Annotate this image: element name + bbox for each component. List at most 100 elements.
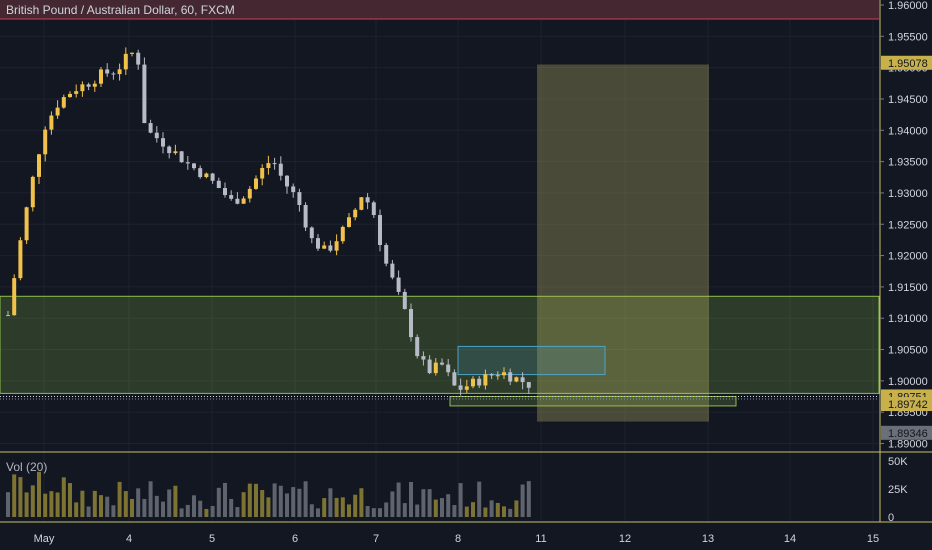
volume-bar (12, 474, 17, 517)
candle-body (43, 129, 48, 155)
volume-bar (123, 491, 128, 517)
candle-body (12, 278, 17, 316)
time-tick-label: 6 (292, 533, 298, 545)
volume-bar (6, 492, 10, 517)
candle-body (167, 146, 172, 154)
candle-body (37, 154, 41, 177)
volume-bar (105, 496, 110, 517)
candle-body (130, 52, 134, 54)
volume-tick-label: 50K (888, 456, 908, 468)
volume-bars (6, 471, 531, 517)
candle-body (378, 215, 382, 246)
price-badge-label: 1.95078 (888, 58, 928, 70)
volume-bar (334, 497, 339, 517)
target-zone (537, 64, 709, 422)
candle-body (452, 372, 457, 386)
volume-bar (415, 504, 420, 517)
price-tick-label: 1.96000 (888, 0, 928, 12)
time-tick-label: 12 (619, 533, 631, 545)
candle-body (210, 173, 215, 181)
candle-body (309, 227, 314, 239)
candle-body (223, 188, 227, 196)
candle-body (24, 207, 29, 241)
price-badge (881, 425, 932, 440)
volume-bar (309, 504, 314, 517)
volume-bar (440, 498, 444, 517)
candle-body (359, 197, 364, 210)
candles (6, 47, 531, 396)
volume-bar (254, 483, 258, 517)
chart-title: British Pound / Australian Dollar, 60, F… (6, 3, 235, 17)
volume-bar (446, 494, 451, 517)
volume-bar (297, 488, 302, 517)
candle-body (440, 362, 444, 365)
candle-body (30, 176, 35, 208)
candle-body (80, 84, 85, 92)
volume-bar (198, 500, 203, 517)
candle-body (123, 53, 128, 70)
candle-body (316, 238, 320, 249)
candle-body (446, 364, 451, 373)
candle-body (254, 178, 258, 189)
volume-bar (402, 503, 407, 517)
volume-bar (266, 497, 271, 517)
volume-bar (365, 506, 370, 517)
volume-bar (216, 487, 221, 517)
price-badge (881, 55, 932, 70)
volume-bar (99, 495, 103, 517)
volume-bar (136, 488, 141, 517)
volume-bar (111, 505, 116, 517)
candle-body (117, 69, 122, 75)
volume-bar (192, 495, 196, 517)
candle-body (489, 374, 494, 376)
candle-body (328, 245, 333, 251)
volume-bar (502, 506, 506, 517)
volume-bar (353, 494, 358, 517)
candle-body (74, 91, 79, 94)
candle-body (402, 291, 407, 309)
volume-bar (285, 493, 289, 517)
candle-body (458, 385, 463, 390)
volume-bar (433, 499, 438, 517)
price-tick-label: 1.92500 (888, 219, 928, 231)
candle-body (365, 197, 370, 203)
candle-body (136, 52, 141, 65)
candle-body (192, 163, 196, 169)
price-badge-label: 1.89346 (888, 428, 928, 440)
volume-bar (359, 488, 364, 517)
volume-bar (489, 500, 494, 517)
candle-body (266, 163, 271, 168)
volume-bar (278, 485, 283, 517)
candle-body (55, 107, 60, 116)
time-tick-label: May (34, 533, 55, 545)
volume-bar (92, 490, 97, 517)
candle-body (471, 378, 475, 387)
volume-bar (477, 481, 482, 517)
candle-body (161, 138, 165, 147)
volume-bar (154, 495, 159, 517)
candle-body (347, 217, 351, 227)
volume-bar (347, 504, 351, 517)
price-badge-label: 1.89742 (888, 399, 928, 411)
price-tick-label: 1.89000 (888, 439, 928, 451)
volume-bar (316, 508, 320, 517)
stop-box (449, 396, 737, 407)
candle-body (105, 69, 110, 74)
volume-bar (80, 490, 85, 517)
volume-bar (291, 487, 296, 517)
top-band (0, 0, 879, 19)
candle-body (68, 93, 72, 98)
volume-bar (526, 481, 531, 517)
candle-body (291, 186, 296, 193)
volume-bar (68, 483, 72, 517)
volume-bar (55, 492, 60, 517)
volume-bar (328, 488, 333, 517)
volume-bar (223, 482, 227, 517)
volume-bar (43, 493, 48, 517)
price-tick-label: 1.94000 (888, 125, 928, 137)
candle-body (502, 372, 506, 376)
volume-tick-label: 0 (888, 512, 894, 524)
candle-body (334, 241, 339, 251)
